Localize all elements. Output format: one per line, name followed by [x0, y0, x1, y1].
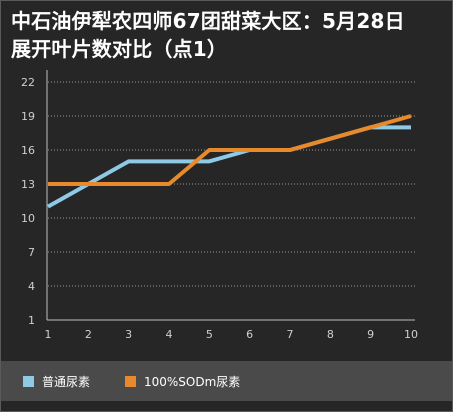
- y-tick-label: 7: [28, 246, 35, 259]
- y-tick-label: 4: [28, 280, 35, 293]
- x-tick-label: 9: [367, 328, 374, 341]
- x-tick-label: 6: [246, 328, 253, 341]
- legend-item-series-1: 普通尿素: [23, 373, 90, 390]
- series-line-1: [47, 125, 411, 209]
- y-tick-label: 10: [21, 212, 35, 225]
- legend-swatch-series-1: [23, 376, 34, 387]
- chart-title: 中石油伊犁农四师67团甜菜大区：5月28日 展开叶片数对比（点1）: [11, 7, 446, 63]
- y-tick-label: 16: [21, 144, 35, 157]
- y-tick-label: 13: [21, 178, 35, 191]
- x-tick-label: 4: [166, 328, 173, 341]
- legend-item-series-2: 100%SODm尿素: [125, 373, 240, 390]
- series-line-2: [48, 114, 412, 186]
- x-tick-label: 2: [85, 328, 92, 341]
- legend-label-series-2: 100%SODm尿素: [144, 375, 241, 389]
- x-tick-label: 1: [45, 328, 52, 341]
- line-chart: 1 4 7 10 13 16 19 22 1 2 3 4 5 6 7 8 9 10: [21, 70, 418, 341]
- y-tick-label: 19: [21, 110, 35, 123]
- legend: 普通尿素 100%SODm尿素: [1, 361, 452, 401]
- x-tick-label: 8: [327, 328, 334, 341]
- y-tick-label: 22: [21, 76, 35, 89]
- x-tick-label: 5: [206, 328, 213, 341]
- x-tick-label: 7: [287, 328, 294, 341]
- chart-title-line-1: 中石油伊犁农四师67团甜菜大区：5月28日: [11, 9, 405, 33]
- x-tick-label: 3: [125, 328, 132, 341]
- y-tick-label: 1: [28, 314, 35, 327]
- legend-swatch-series-2: [125, 376, 136, 387]
- chart-title-line-2: 展开叶片数对比（点1）: [11, 37, 228, 61]
- legend-label-series-1: 普通尿素: [42, 375, 91, 389]
- x-tick-label: 10: [404, 328, 418, 341]
